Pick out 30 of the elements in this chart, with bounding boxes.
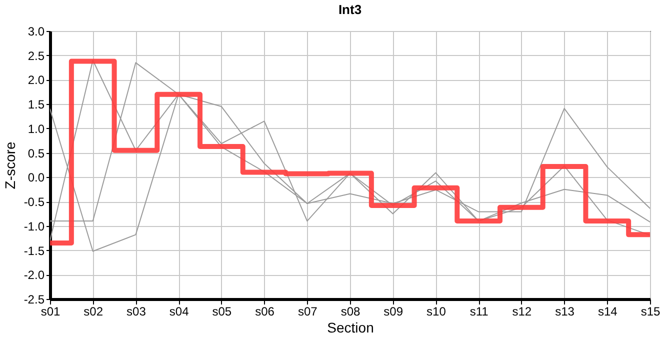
y-tick-label: -2.0 xyxy=(24,268,45,282)
y-tick-label: 3.0 xyxy=(28,24,45,38)
x-tick-label: s12 xyxy=(512,304,532,318)
x-tick-label: s04 xyxy=(169,304,190,318)
y-tick-label: -0.5 xyxy=(24,195,45,210)
x-tick-label: s05 xyxy=(212,304,232,318)
y-tick-label: -2.5 xyxy=(24,292,45,306)
y-tick-label: -1.0 xyxy=(24,219,45,234)
chart-title: Int3 xyxy=(338,2,362,17)
y-tick-label: 1.5 xyxy=(28,98,45,112)
x-tick-label: s07 xyxy=(298,304,318,318)
x-tick-label: s06 xyxy=(255,304,275,318)
x-tick-label: s15 xyxy=(640,304,660,318)
x-tick-label: s10 xyxy=(426,304,446,318)
x-tick-label: s11 xyxy=(470,304,489,318)
y-axis-title: Z-score xyxy=(2,142,18,190)
x-axis-title: Section xyxy=(327,320,374,336)
x-tick-label: s14 xyxy=(598,304,618,318)
y-tick-label: 1.0 xyxy=(28,122,45,136)
x-tick-label: s01 xyxy=(40,304,60,318)
y-tick-label: 2.5 xyxy=(28,48,45,63)
x-tick-label: s09 xyxy=(384,304,404,318)
x-tick-label: s03 xyxy=(126,304,146,318)
x-tick-label: s02 xyxy=(84,304,104,318)
x-tick-label: s13 xyxy=(555,304,575,318)
y-tick-label: 0.0 xyxy=(28,170,45,185)
y-tick-label: -1.5 xyxy=(24,244,45,258)
y-tick-label: 2.0 xyxy=(28,73,45,88)
x-tick-label: s08 xyxy=(340,304,360,318)
y-tick-label: 0.5 xyxy=(28,146,45,160)
